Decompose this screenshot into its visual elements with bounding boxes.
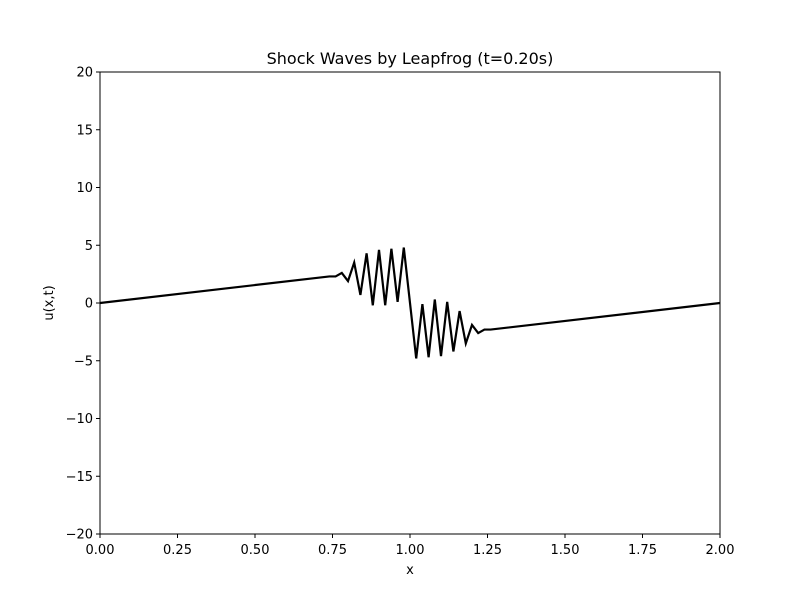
y-tick-label: −20 bbox=[66, 528, 93, 543]
axis-ticks: 0.00 0.25 0.50 0.75 1.00 1.25 1.50 1.75 2.00 −20 −… bbox=[66, 66, 735, 559]
y-tick-label: 20 bbox=[76, 66, 93, 81]
x-tick-label: 0.75 bbox=[318, 543, 347, 558]
y-tick-label: 15 bbox=[76, 123, 93, 138]
axes-frame bbox=[99, 71, 721, 535]
y-tick-label: −10 bbox=[66, 412, 93, 427]
y-tick-label: 5 bbox=[85, 239, 93, 254]
x-tick-label: 1.25 bbox=[473, 543, 502, 558]
x-axis-label: x bbox=[406, 563, 414, 578]
y-axis-label: u(x,t) bbox=[42, 285, 57, 320]
y-tick-label: 0 bbox=[85, 297, 93, 312]
plot-area bbox=[99, 247, 721, 359]
y-tick-label: 10 bbox=[76, 181, 93, 196]
x-tick-label: 2.00 bbox=[706, 543, 735, 558]
y-tick-label: −15 bbox=[66, 470, 93, 485]
series-line bbox=[99, 247, 721, 359]
x-tick-label: 0.50 bbox=[241, 543, 270, 558]
x-tick-label: 0.25 bbox=[163, 543, 192, 558]
x-tick-label: 1.00 bbox=[396, 543, 425, 558]
x-tick-label: 1.75 bbox=[628, 543, 657, 558]
x-tick-label: 0.00 bbox=[86, 543, 115, 558]
chart-title: Shock Waves by Leapfrog (t=0.20s) bbox=[267, 49, 554, 68]
x-tick-label: 1.50 bbox=[551, 543, 580, 558]
y-tick-label: −5 bbox=[74, 354, 93, 369]
